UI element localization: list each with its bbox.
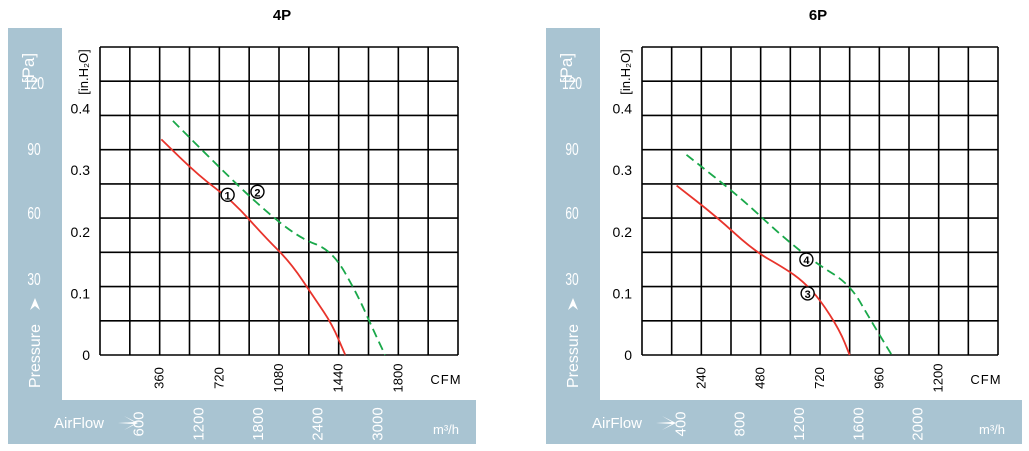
cfm-tick: 1200: [931, 364, 946, 393]
series-label-4: 4: [803, 255, 810, 267]
inh2o-tick: 0.2: [71, 224, 91, 240]
grid: [641, 46, 999, 356]
series-curve-3: [676, 184, 851, 356]
cfm-unit: CFM: [970, 372, 1001, 387]
pa-tick: 30: [565, 271, 578, 290]
inh2o-tick: 0.1: [71, 285, 91, 301]
pa-tick: 90: [565, 141, 578, 160]
m3h-tick: 1200: [190, 407, 207, 440]
series-marker-4: [799, 252, 814, 267]
chart-title: 6P: [809, 7, 827, 24]
left-band: [8, 28, 62, 444]
pressure-arrow-icon: [30, 298, 40, 310]
cfm-tick: 480: [753, 367, 768, 389]
m3h-tick: 800: [732, 411, 749, 436]
m3h-tick: 3000: [369, 407, 386, 440]
pa-tick: 60: [565, 205, 578, 224]
pressure-label: Pressure: [565, 298, 582, 388]
inh2o-tick: 0.2: [613, 224, 633, 240]
series-label-2: 2: [254, 187, 260, 199]
pressure-arrow-icon: [568, 298, 578, 310]
inh2o-tick: 0: [624, 347, 632, 363]
pa-tick: 120: [562, 75, 582, 94]
cfm-tick: 240: [693, 367, 708, 389]
chart-title: 4P: [273, 7, 291, 24]
m3h-unit: m³/h: [979, 422, 1005, 437]
chart-6P: 6P[Pa]120906030Pressure[in.H₂O]0.40.30.2…: [546, 7, 1022, 444]
pressure-label: Pressure: [27, 298, 44, 388]
cfm-unit: CFM: [430, 372, 461, 387]
inh2o-tick: 0.3: [71, 162, 91, 178]
inh2o-unit: [in.H₂O]: [76, 49, 91, 95]
cfm-tick: 1080: [271, 364, 286, 393]
cfm-tick: 720: [812, 367, 827, 389]
pa-tick: 120: [24, 75, 44, 94]
inh2o-tick: 0.3: [613, 162, 633, 178]
inh2o-unit: [in.H₂O]: [618, 49, 633, 95]
pressure-text: Pressure: [27, 324, 44, 388]
inh2o-tick: 0.4: [71, 101, 91, 117]
bottom-band: [546, 400, 1022, 444]
cfm-tick: 1440: [331, 364, 346, 393]
chart-4P: 4P[Pa]120906030Pressure[in.H₂O]0.40.30.2…: [8, 7, 476, 444]
airflow-arrow-icon: [118, 416, 138, 430]
pa-unit: [Pa]: [19, 53, 38, 83]
m3h-tick: 600: [131, 411, 148, 436]
airflow-arrow-icon: [656, 416, 676, 430]
cfm-tick: 1800: [390, 364, 405, 393]
series-curve-2: [172, 120, 386, 356]
series-marker-2: [250, 184, 265, 199]
airflow-text: AirFlow: [592, 415, 642, 432]
cfm-tick: 960: [871, 367, 886, 389]
cfm-tick: 360: [152, 367, 167, 389]
pa-tick: 90: [27, 141, 40, 160]
inh2o-tick: 0: [82, 347, 90, 363]
left-band: [546, 28, 600, 444]
m3h-tick: 2400: [310, 407, 327, 440]
series-curve-1: [160, 138, 347, 356]
pa-tick: 60: [27, 205, 40, 224]
airflow-text: AirFlow: [54, 415, 104, 432]
pa-unit: [Pa]: [557, 53, 576, 83]
inh2o-tick: 0.1: [613, 285, 633, 301]
series-curve-4: [685, 154, 893, 356]
m3h-tick: 1200: [791, 407, 808, 440]
series-label-1: 1: [225, 190, 231, 202]
series-marker-3: [800, 286, 815, 301]
pa-tick: 30: [27, 271, 40, 290]
inh2o-tick: 0.4: [613, 101, 633, 117]
m3h-tick: 1800: [250, 407, 267, 440]
bottom-band: [8, 400, 476, 444]
pressure-text: Pressure: [565, 324, 582, 388]
m3h-unit: m³/h: [433, 422, 459, 437]
m3h-tick: 1600: [850, 407, 867, 440]
series-label-3: 3: [805, 289, 811, 301]
m3h-tick: 400: [672, 411, 689, 436]
series-marker-1: [220, 187, 235, 203]
m3h-tick: 2000: [910, 407, 927, 440]
cfm-tick: 720: [211, 367, 226, 389]
grid: [99, 46, 459, 356]
